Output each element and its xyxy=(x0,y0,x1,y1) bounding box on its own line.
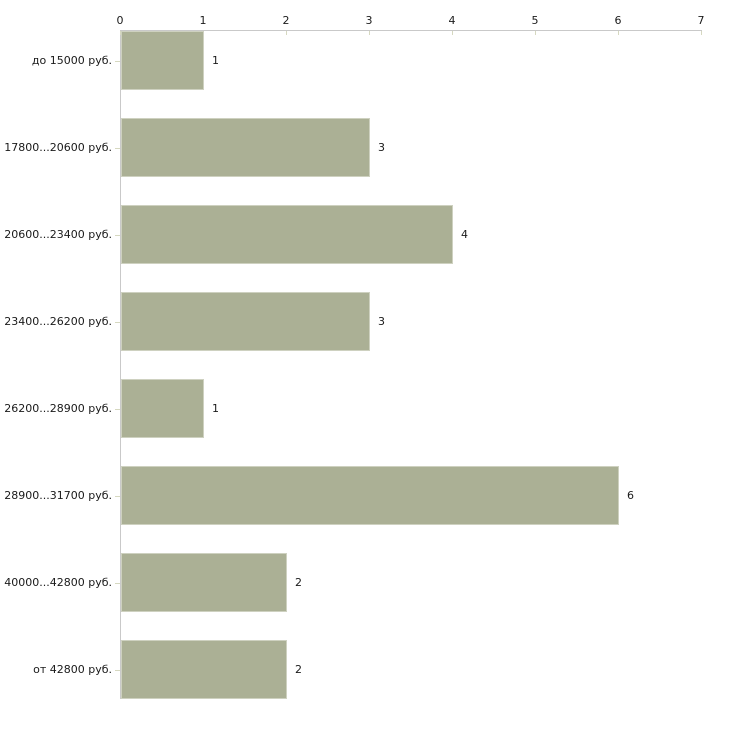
y-tick xyxy=(115,669,120,671)
y-tick xyxy=(115,408,120,410)
category-label: 20600...23400 руб. xyxy=(4,227,112,241)
x-tick-label: 3 xyxy=(365,14,373,27)
x-tick-label: 1 xyxy=(199,14,207,27)
bar xyxy=(121,118,370,177)
value-label: 1 xyxy=(212,53,219,67)
value-label: 4 xyxy=(461,227,468,241)
value-label: 3 xyxy=(378,314,385,328)
value-label: 6 xyxy=(627,488,634,502)
category-label: 26200...28900 руб. xyxy=(4,401,112,415)
y-tick xyxy=(115,234,120,236)
x-tick-label: 5 xyxy=(531,14,539,27)
x-tick xyxy=(618,31,619,35)
bar xyxy=(121,292,370,351)
y-tick xyxy=(115,60,120,62)
category-label: 23400...26200 руб. xyxy=(4,314,112,328)
value-label: 2 xyxy=(295,575,302,589)
bar xyxy=(121,640,287,699)
x-axis-line xyxy=(120,30,702,31)
y-tick xyxy=(115,321,120,323)
x-tick-label: 0 xyxy=(116,14,124,27)
category-label: до 15000 руб. xyxy=(31,53,112,67)
y-tick xyxy=(115,582,120,584)
x-tick-label: 4 xyxy=(448,14,456,27)
bar xyxy=(121,553,287,612)
category-label: 28900...31700 руб. xyxy=(4,488,112,502)
y-axis-line xyxy=(120,30,121,699)
x-tick xyxy=(535,31,536,35)
bar xyxy=(121,31,204,90)
category-label: 40000...42800 руб. xyxy=(4,575,112,589)
x-tick xyxy=(286,31,287,35)
y-tick xyxy=(115,147,120,149)
x-tick xyxy=(120,31,121,35)
bar xyxy=(121,379,204,438)
y-tick xyxy=(115,495,120,497)
value-label: 2 xyxy=(295,662,302,676)
bar xyxy=(121,205,453,264)
x-tick xyxy=(701,31,702,35)
x-tick-label: 6 xyxy=(614,14,622,27)
category-label: 17800...20600 руб. xyxy=(4,140,112,154)
x-tick xyxy=(369,31,370,35)
x-tick-label: 2 xyxy=(282,14,290,27)
value-label: 3 xyxy=(378,140,385,154)
x-tick xyxy=(452,31,453,35)
value-label: 1 xyxy=(212,401,219,415)
bar xyxy=(121,466,619,525)
category-label: от 42800 руб. xyxy=(33,662,112,676)
x-tick-label: 7 xyxy=(697,14,705,27)
